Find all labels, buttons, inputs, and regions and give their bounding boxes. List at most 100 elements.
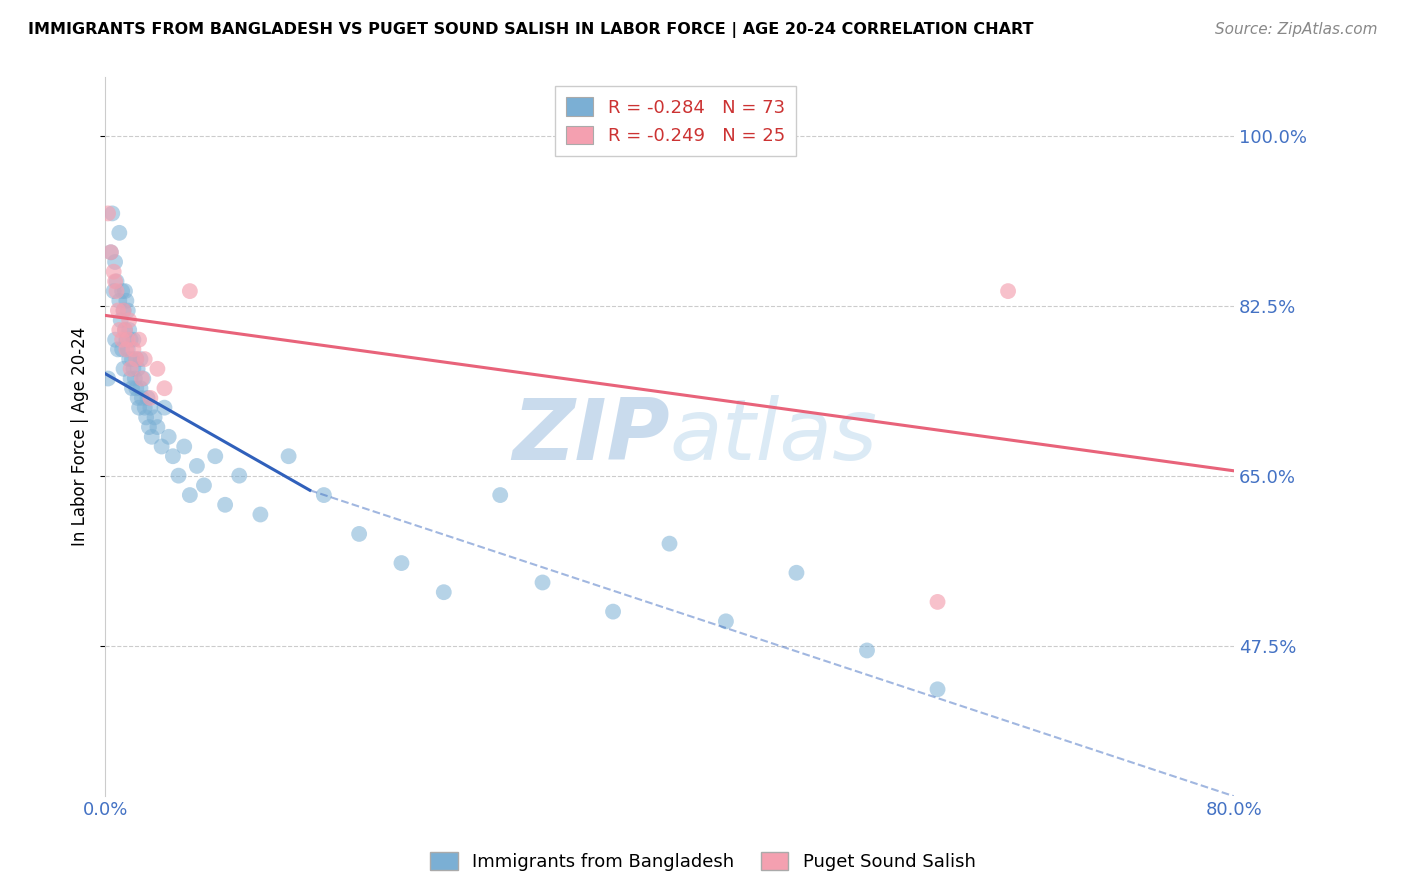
Point <box>131 371 153 385</box>
Point <box>249 508 271 522</box>
Point <box>167 468 190 483</box>
Point <box>128 333 150 347</box>
Point <box>997 284 1019 298</box>
Point <box>111 343 134 357</box>
Point <box>153 401 176 415</box>
Point <box>111 284 134 298</box>
Point <box>105 274 128 288</box>
Point <box>115 343 138 357</box>
Point <box>179 284 201 298</box>
Point <box>714 615 737 629</box>
Legend: R = -0.284   N = 73, R = -0.249   N = 25: R = -0.284 N = 73, R = -0.249 N = 25 <box>555 87 796 156</box>
Point <box>114 323 136 337</box>
Point <box>146 420 169 434</box>
Point <box>193 478 215 492</box>
Point <box>118 323 141 337</box>
Point <box>131 391 153 405</box>
Point <box>120 371 142 385</box>
Point <box>100 245 122 260</box>
Point <box>856 643 879 657</box>
Point <box>127 391 149 405</box>
Point <box>658 536 681 550</box>
Point <box>122 361 145 376</box>
Point <box>347 527 370 541</box>
Point <box>433 585 456 599</box>
Point <box>138 420 160 434</box>
Point <box>117 343 139 357</box>
Point <box>127 361 149 376</box>
Point <box>179 488 201 502</box>
Point <box>118 313 141 327</box>
Point <box>277 449 299 463</box>
Point <box>927 595 949 609</box>
Point <box>129 352 152 367</box>
Point <box>104 333 127 347</box>
Point <box>97 371 120 385</box>
Point <box>128 401 150 415</box>
Point <box>143 410 166 425</box>
Point <box>105 284 128 298</box>
Point <box>141 430 163 444</box>
Point <box>120 361 142 376</box>
Point <box>107 303 129 318</box>
Legend: Immigrants from Bangladesh, Puget Sound Salish: Immigrants from Bangladesh, Puget Sound … <box>423 845 983 879</box>
Point <box>146 361 169 376</box>
Point <box>489 488 512 502</box>
Point <box>108 323 131 337</box>
Point <box>150 440 173 454</box>
Point <box>125 381 148 395</box>
Point <box>122 343 145 357</box>
Point <box>103 284 125 298</box>
Text: IMMIGRANTS FROM BANGLADESH VS PUGET SOUND SALISH IN LABOR FORCE | AGE 20-24 CORR: IMMIGRANTS FROM BANGLADESH VS PUGET SOUN… <box>28 22 1033 38</box>
Point <box>104 255 127 269</box>
Point <box>139 391 162 405</box>
Point <box>125 352 148 367</box>
Point <box>134 401 156 415</box>
Point <box>104 274 127 288</box>
Point <box>115 293 138 308</box>
Point <box>121 352 143 367</box>
Point <box>120 333 142 347</box>
Point <box>117 303 139 318</box>
Point <box>115 333 138 347</box>
Point <box>129 381 152 395</box>
Point <box>112 303 135 318</box>
Point <box>111 333 134 347</box>
Point <box>173 440 195 454</box>
Point <box>118 352 141 367</box>
Y-axis label: In Labor Force | Age 20-24: In Labor Force | Age 20-24 <box>72 327 89 547</box>
Point <box>108 226 131 240</box>
Point <box>186 458 208 473</box>
Point <box>121 381 143 395</box>
Point <box>134 352 156 367</box>
Point <box>101 206 124 220</box>
Point <box>214 498 236 512</box>
Point <box>122 333 145 347</box>
Point <box>157 430 180 444</box>
Text: atlas: atlas <box>669 395 877 478</box>
Point <box>927 682 949 697</box>
Point <box>204 449 226 463</box>
Point <box>107 343 129 357</box>
Point <box>391 556 413 570</box>
Point <box>124 371 146 385</box>
Point <box>125 352 148 367</box>
Point <box>162 449 184 463</box>
Point <box>135 410 157 425</box>
Point <box>112 361 135 376</box>
Point <box>531 575 554 590</box>
Point <box>97 206 120 220</box>
Point <box>136 391 159 405</box>
Point <box>153 381 176 395</box>
Point <box>108 293 131 308</box>
Point <box>132 371 155 385</box>
Point <box>228 468 250 483</box>
Point <box>602 605 624 619</box>
Point <box>785 566 807 580</box>
Point <box>100 245 122 260</box>
Point <box>312 488 335 502</box>
Text: ZIP: ZIP <box>512 395 669 478</box>
Point <box>139 401 162 415</box>
Point <box>114 284 136 298</box>
Point <box>110 313 132 327</box>
